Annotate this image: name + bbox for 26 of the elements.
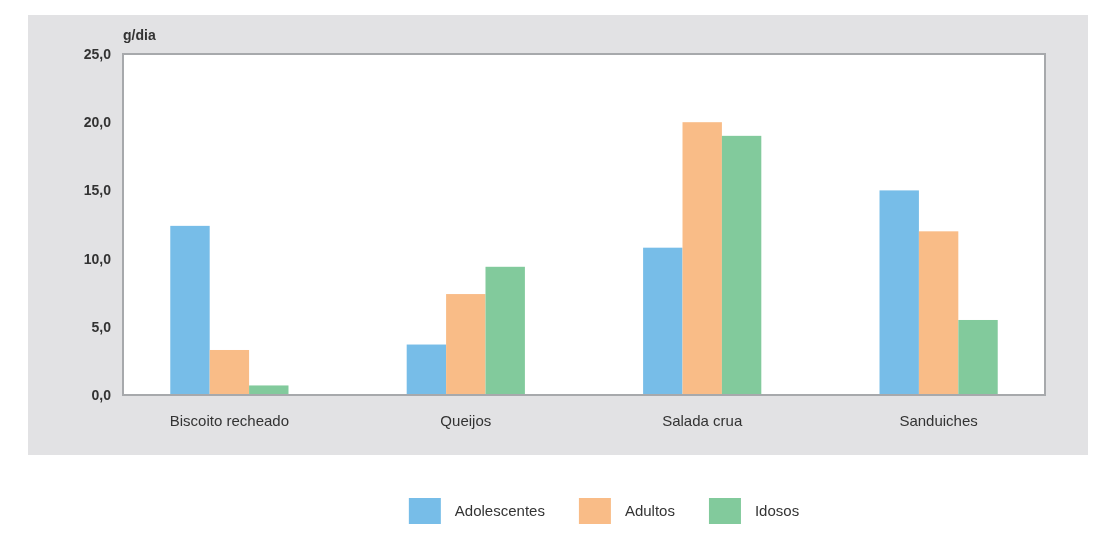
y-tick-label: 25,0 [83, 45, 112, 62]
bar [406, 344, 447, 395]
y-tick-label: 0,0 [91, 386, 112, 403]
x-tick-label: Salada crua [662, 411, 743, 429]
legend-label: Adultos [624, 502, 675, 519]
y-tick-label: 5,0 [91, 318, 112, 335]
legend-label: Adolescentes [454, 502, 545, 519]
bar [958, 319, 998, 395]
y-tick-label: 20,0 [83, 114, 112, 131]
bar [209, 349, 250, 395]
y-tick-label: 15,0 [83, 182, 112, 199]
bar [682, 122, 722, 395]
legend-label: Idosos [754, 502, 800, 519]
y-tick-label: 10,0 [83, 250, 112, 267]
bar [446, 294, 486, 395]
bar [170, 225, 210, 395]
bar [918, 231, 959, 395]
y-axis-title: g/dia [123, 27, 156, 43]
bar [721, 135, 762, 395]
x-tick-label: Sanduiches [899, 411, 978, 429]
bar [879, 190, 919, 395]
bar [643, 247, 683, 395]
x-tick-label: Biscoito recheado [169, 411, 290, 429]
bar [485, 266, 525, 395]
x-tick-label: Queijos [440, 411, 492, 429]
bar [249, 385, 289, 395]
